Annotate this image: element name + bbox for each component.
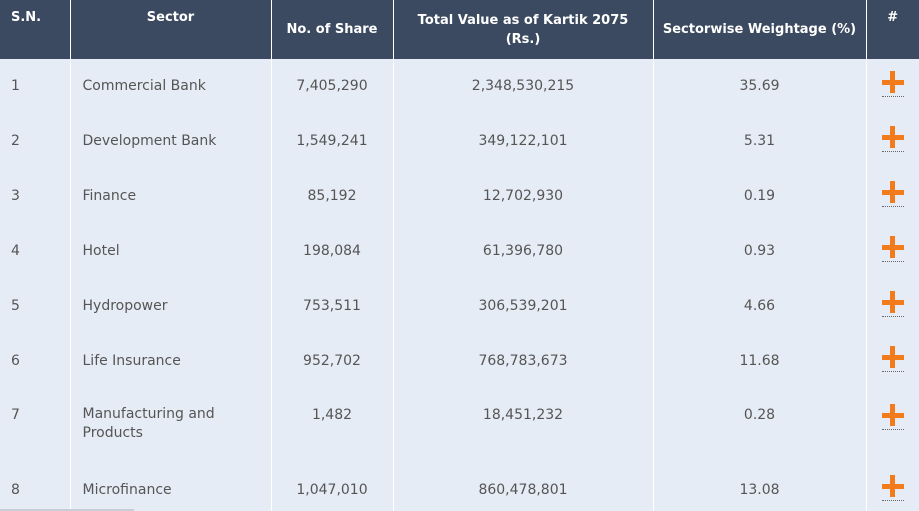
row-sn: 2: [0, 114, 71, 169]
row-action-cell: [866, 334, 919, 389]
row-weightage: 4.66: [653, 279, 867, 334]
row-sn: 5: [0, 279, 71, 334]
row-sn: 7: [0, 389, 71, 458]
expand-row-button[interactable]: [881, 235, 904, 262]
row-sn: 8: [0, 458, 71, 511]
row-action-cell: [866, 59, 919, 114]
row-total-value: 2,348,530,215: [393, 59, 654, 114]
row-total-value: 768,783,673: [393, 334, 654, 389]
row-sn: 4: [0, 224, 71, 279]
row-shares: 1,482: [271, 389, 394, 458]
horizontal-scrollbar[interactable]: [0, 509, 134, 511]
table-row: 2 Development Bank 1,549,241 349,122,101…: [0, 114, 919, 169]
row-weightage: 0.93: [653, 224, 867, 279]
table-row: 8 Microfinance 1,047,010 860,478,801 13.…: [0, 458, 919, 511]
row-sector: Commercial Bank: [70, 59, 272, 114]
expand-row-button[interactable]: [881, 125, 904, 152]
table-row: 6 Life Insurance 952,702 768,783,673 11.…: [0, 334, 919, 389]
header-weightage: Sectorwise Weightage (%): [653, 0, 867, 59]
header-sector: Sector: [70, 0, 272, 59]
row-total-value: 18,451,232: [393, 389, 654, 458]
expand-row-button[interactable]: [881, 290, 904, 317]
expand-row-button[interactable]: [881, 474, 904, 501]
row-shares: 85,192: [271, 169, 394, 224]
table-header-row: S.N. Sector No. of Share Total Value as …: [0, 0, 919, 59]
row-sn: 1: [0, 59, 71, 114]
row-weightage: 0.19: [653, 169, 867, 224]
table-row: 4 Hotel 198,084 61,396,780 0.93: [0, 224, 919, 279]
row-shares: 7,405,290: [271, 59, 394, 114]
header-total-value: Total Value as of Kartik 2075 (Rs.): [393, 0, 654, 59]
row-sector: Hydropower: [70, 279, 272, 334]
row-action-cell: [866, 224, 919, 279]
row-sector: Life Insurance: [70, 334, 272, 389]
row-sector: Manufacturing and Products: [70, 389, 272, 458]
expand-row-button[interactable]: [881, 345, 904, 372]
row-sector: Microfinance: [70, 458, 272, 511]
table-row: 7 Manufacturing and Products 1,482 18,45…: [0, 389, 919, 458]
row-weightage: 5.31: [653, 114, 867, 169]
row-total-value: 860,478,801: [393, 458, 654, 511]
row-shares: 1,549,241: [271, 114, 394, 169]
row-shares: 198,084: [271, 224, 394, 279]
row-sn: 6: [0, 334, 71, 389]
row-action-cell: [866, 279, 919, 334]
row-shares: 1,047,010: [271, 458, 394, 511]
table-row: 5 Hydropower 753,511 306,539,201 4.66: [0, 279, 919, 334]
row-total-value: 306,539,201: [393, 279, 654, 334]
row-sector: Development Bank: [70, 114, 272, 169]
row-sector: Finance: [70, 169, 272, 224]
row-weightage: 0.28: [653, 389, 867, 458]
row-weightage: 13.08: [653, 458, 867, 511]
table-row: 1 Commercial Bank 7,405,290 2,348,530,21…: [0, 59, 919, 114]
expand-row-button[interactable]: [881, 180, 904, 207]
row-action-cell: [866, 458, 919, 511]
header-sn: S.N.: [0, 0, 71, 59]
expand-row-button[interactable]: [881, 404, 904, 430]
row-sector: Hotel: [70, 224, 272, 279]
row-shares: 753,511: [271, 279, 394, 334]
table-row: 3 Finance 85,192 12,702,930 0.19: [0, 169, 919, 224]
row-total-value: 61,396,780: [393, 224, 654, 279]
row-shares: 952,702: [271, 334, 394, 389]
row-action-cell: [866, 169, 919, 224]
row-action-cell: [866, 114, 919, 169]
row-weightage: 35.69: [653, 59, 867, 114]
row-weightage: 11.68: [653, 334, 867, 389]
header-shares: No. of Share: [271, 0, 394, 59]
header-action: #: [866, 0, 919, 59]
row-total-value: 12,702,930: [393, 169, 654, 224]
expand-row-button[interactable]: [881, 70, 904, 97]
row-sn: 3: [0, 169, 71, 224]
row-action-cell: [866, 389, 919, 458]
row-total-value: 349,122,101: [393, 114, 654, 169]
